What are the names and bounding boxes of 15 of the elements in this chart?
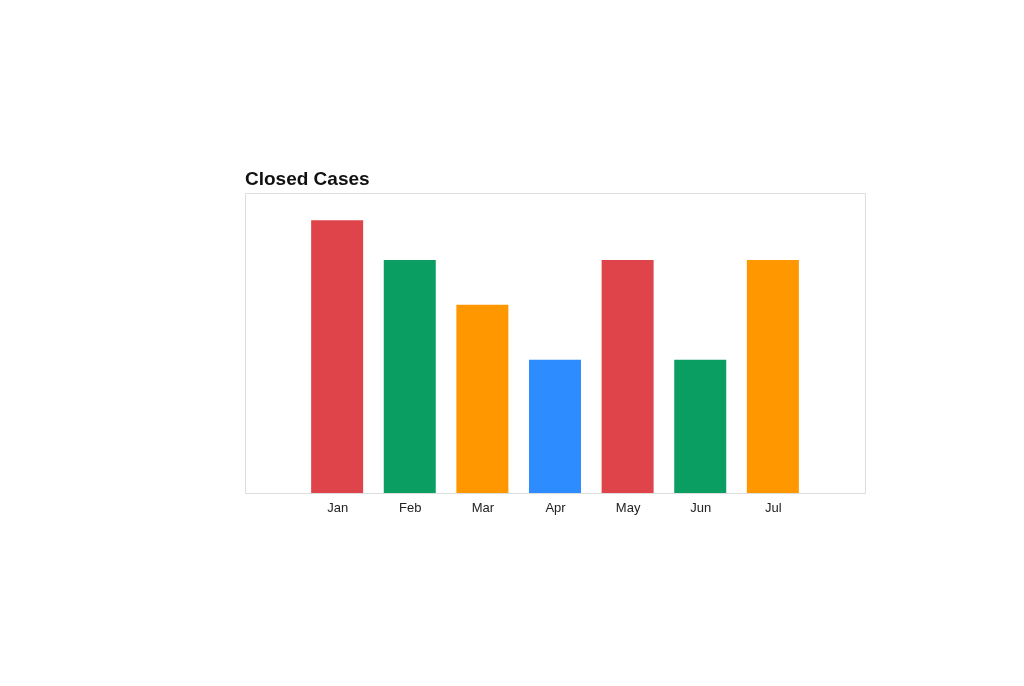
bar (383, 260, 436, 493)
x-tick-label: Apr (545, 499, 567, 515)
x-tick-label: Mar (471, 499, 495, 515)
bar (674, 359, 727, 493)
bar (529, 359, 581, 493)
bar (601, 260, 654, 493)
bar (746, 260, 799, 493)
x-tick-label: Jun (690, 499, 712, 515)
chart-title: Closed Cases (245, 168, 370, 189)
x-tick-label: Jan (327, 499, 349, 515)
bar (456, 304, 509, 493)
x-tick-label: May (615, 499, 641, 515)
x-tick-label: Feb (399, 499, 422, 515)
x-tick-label: Jul (765, 499, 782, 515)
bar (311, 220, 364, 493)
